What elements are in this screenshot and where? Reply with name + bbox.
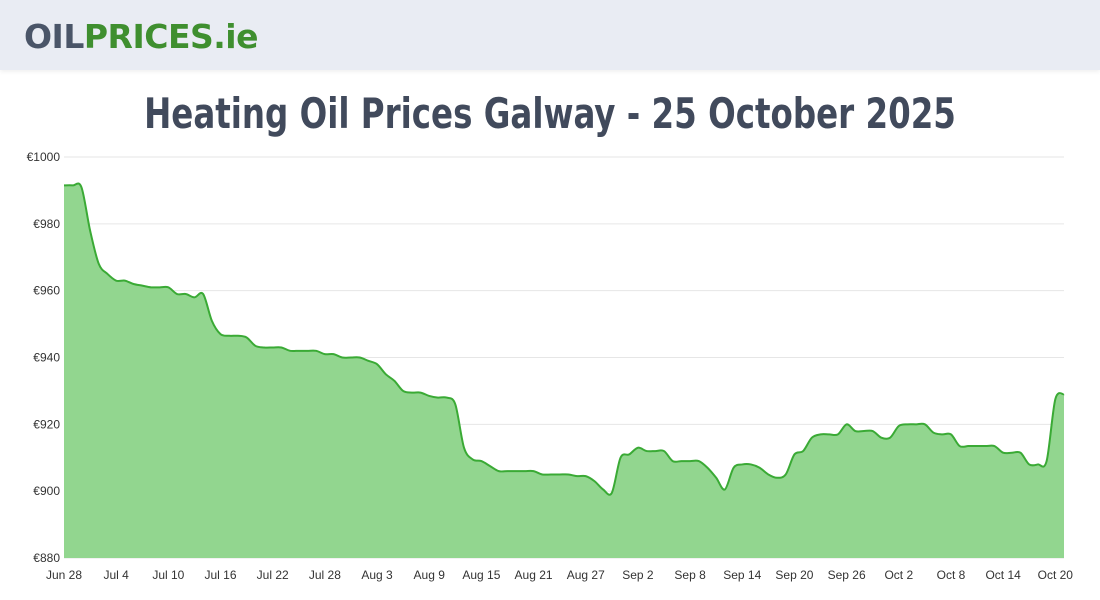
x-tick-label: Sep 2 [622, 568, 654, 582]
x-tick-label: Aug 15 [462, 568, 500, 582]
x-tick-label: Sep 14 [723, 568, 761, 582]
logo-prices-text: PRICES [83, 17, 214, 56]
price-area-fill [64, 183, 1064, 558]
chart-plot-area [63, 182, 1065, 558]
header-bar: OILPRICES.ie [0, 0, 1100, 70]
x-tick-label: Oct 14 [985, 568, 1021, 582]
x-tick-label: Aug 3 [361, 568, 393, 582]
x-axis: Jun 28 Jul 4 Jul 10 Jul 16 Jul 22 Jul 28 Aug 3… [46, 568, 1073, 582]
x-tick-label: Sep 26 [828, 568, 866, 582]
x-tick-label: Aug 21 [515, 568, 553, 582]
site-logo[interactable]: OILPRICES.ie [24, 13, 258, 61]
x-tick-label: Jul 28 [309, 568, 341, 582]
y-axis: €1000 €980 €960 €940 €920 €900 €880 [27, 150, 61, 565]
x-tick-label: Sep 20 [775, 568, 813, 582]
y-tick-label: €980 [33, 217, 60, 231]
x-tick-label: Jul 4 [103, 568, 129, 582]
x-tick-label: Oct 8 [937, 568, 966, 582]
x-tick-label: Aug 9 [414, 568, 446, 582]
y-tick-label: €880 [33, 551, 60, 565]
y-tick-label: €960 [33, 284, 60, 298]
logo-oil-text: OIL [24, 17, 84, 56]
x-tick-label: Jul 22 [257, 568, 289, 582]
x-tick-label: Oct 20 [1038, 568, 1074, 582]
y-tick-label: €900 [33, 484, 60, 498]
x-tick-label: Sep 8 [674, 568, 706, 582]
x-tick-label: Jul 10 [152, 568, 184, 582]
y-tick-label: €1000 [27, 150, 61, 164]
x-tick-label: Aug 27 [567, 568, 605, 582]
logo-ie-text: .ie [213, 17, 258, 56]
x-tick-label: Jul 16 [205, 568, 237, 582]
x-tick-label: Oct 2 [884, 568, 913, 582]
y-tick-label: €940 [33, 351, 60, 365]
page-title: Heating Oil Prices Galway - 25 October 2… [144, 89, 956, 138]
x-tick-label: Jun 28 [46, 568, 82, 582]
y-tick-label: €920 [33, 417, 60, 431]
price-line [63, 182, 1065, 496]
